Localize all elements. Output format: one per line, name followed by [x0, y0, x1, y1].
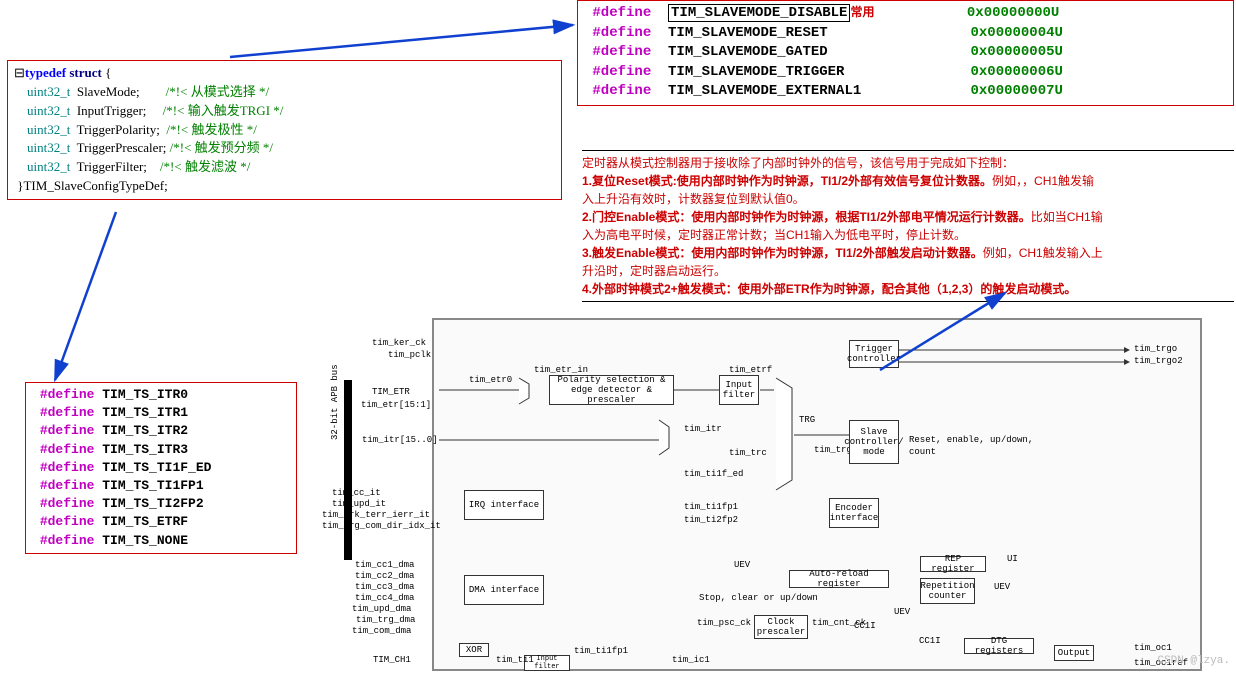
arrow-icon	[55, 212, 116, 380]
apb-bus-icon	[344, 380, 352, 560]
struct-box: ⊟typedef struct { uint32_t SlaveMode; /*…	[7, 60, 562, 200]
kw-typedef: typedef	[25, 65, 66, 80]
apb-bus-label: 32-bit APB bus	[330, 364, 340, 440]
watermark: CSDN @lzya.	[1157, 655, 1230, 667]
diagram: tim_ker_ck tim_pclk TIM_ETR tim_etr[15:1…	[432, 318, 1202, 671]
ts-box: #define TIM_TS_ITR0 #define TIM_TS_ITR1 …	[25, 382, 297, 554]
arrow-icon	[230, 25, 573, 57]
desc-box: 定时器从模式控制器用于接收除了内部时钟外的信号，该信号用于完成如下控制： 1.复…	[582, 150, 1234, 302]
collapse-icon: ⊟	[14, 65, 25, 80]
slavemode-box: #define TIM_SLAVEMODE_DISABLE常用 0x000000…	[577, 0, 1234, 106]
kw-struct: struct	[69, 65, 102, 80]
